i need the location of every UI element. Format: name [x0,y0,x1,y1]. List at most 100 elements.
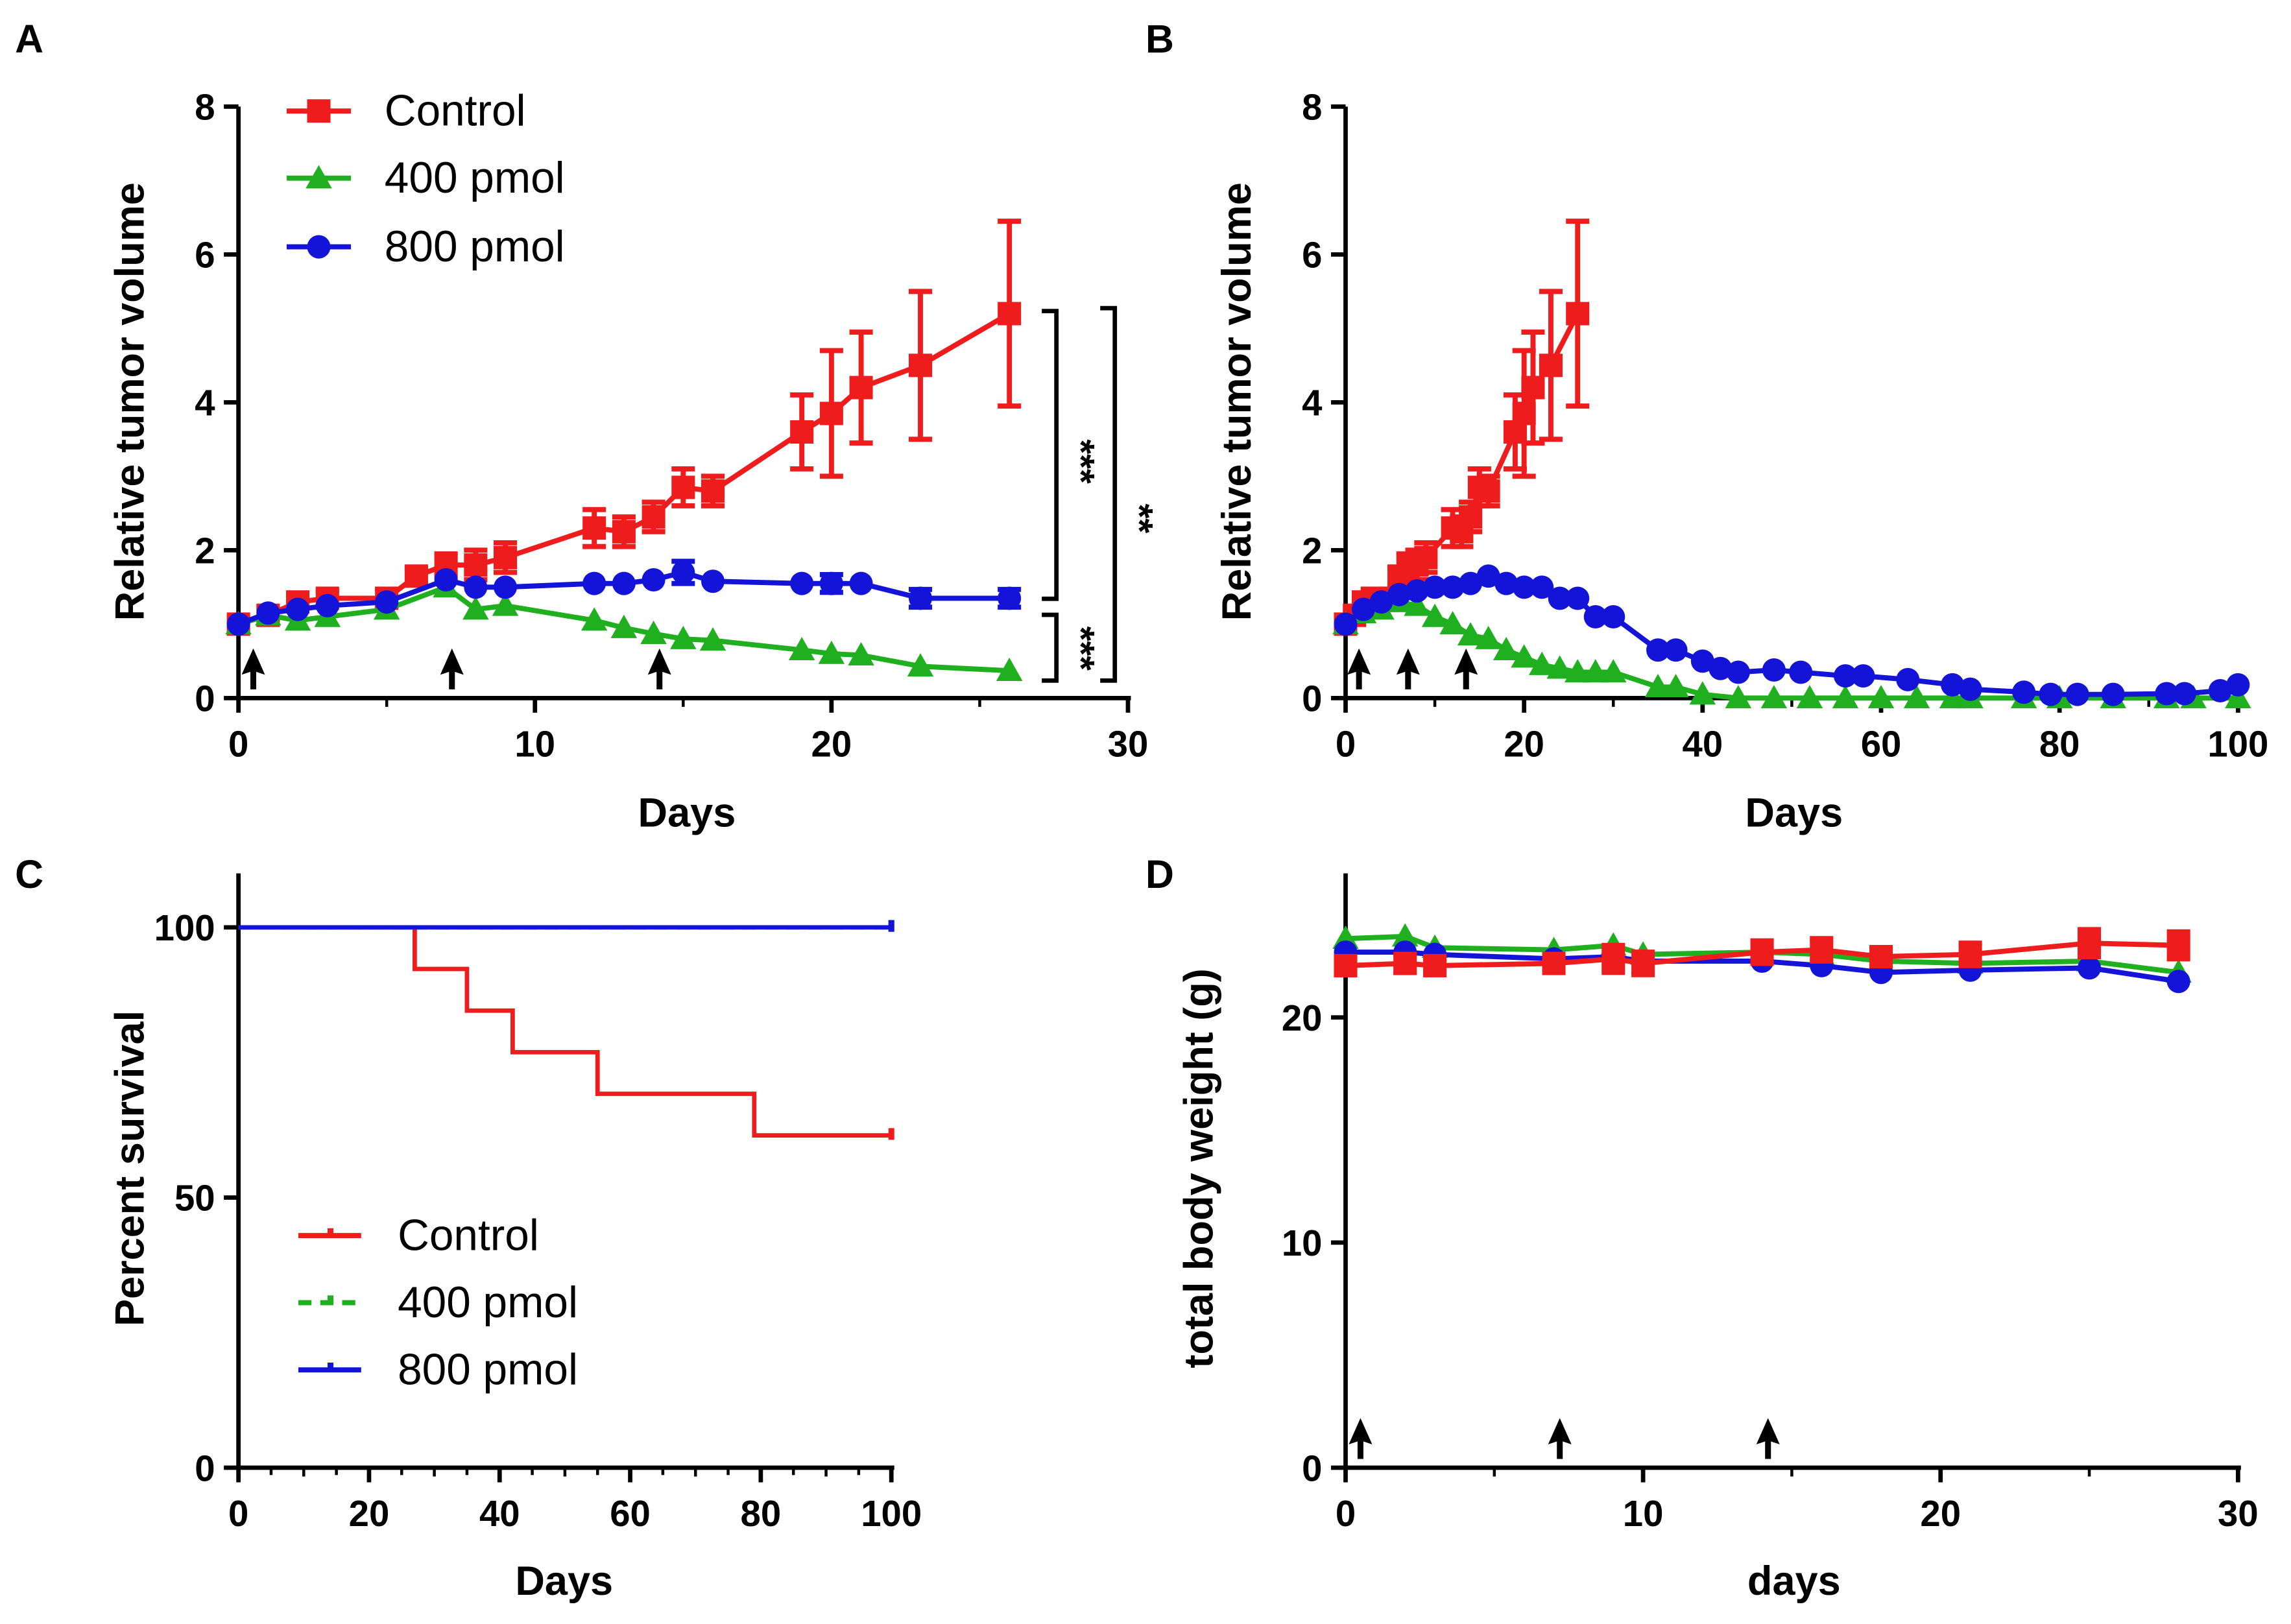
b-800-pmol-point [2155,682,2179,706]
b-800-pmol-point [1851,664,1875,688]
b-400-pmol-point [1546,655,1573,679]
b-800-pmol-point [1709,656,1733,680]
a-800-pmol-point [226,612,250,636]
a-legend-marker [307,235,331,259]
b-control-point [1521,376,1545,400]
d-y-tick-label: 0 [1302,1448,1322,1488]
d-treatment-arrow-icon [1756,1418,1780,1459]
a-x-tick-label: 30 [1108,723,1149,764]
b-treatment-arrow-icon [1396,648,1420,689]
b-800-pmol-point [1334,612,1358,636]
b-x-tick-label: 60 [1861,723,1902,764]
b-800-pmol-point [1789,660,1813,684]
a-control-point [612,519,636,543]
b-800-pmol-point [1459,571,1483,595]
b-800-pmol-point [1646,638,1670,662]
b-800-pmol-point [1896,667,1920,691]
a-xlabel: Days [638,791,736,836]
b-400-pmol-point [1421,603,1448,627]
a-control-point [671,475,695,499]
a-800-pmol-point [819,571,843,595]
b-control-point [1476,479,1500,503]
a-legend-400: 400 pmol [385,154,565,202]
b-800-pmol-point [1664,638,1688,662]
d-treatment-arrow-icon [1548,1418,1572,1459]
b-y-tick-label: 6 [1302,235,1322,276]
sig-control-vs-400: ** [1118,504,1160,534]
a-control-point [849,376,873,400]
b-400-pmol-point [1644,673,1672,698]
c-legend-400: 400 pmol [398,1278,578,1327]
b-800-pmol-point [1601,604,1625,628]
c-y-tick-label: 100 [154,907,215,948]
a-800-pmol-point [998,586,1022,610]
c-x-tick-label: 20 [349,1493,390,1534]
d-control-point [1631,951,1655,975]
a-400-pmol-point [581,607,608,631]
b-800-pmol-point [1566,586,1590,610]
a-control-point [998,302,1022,326]
a-x-tick-label: 0 [228,723,248,764]
b-400-pmol-point [1796,685,1823,709]
d-control-point [1869,945,1893,969]
a-control-point [464,553,488,577]
a-control-point [908,353,933,377]
b-400-pmol-point [1511,644,1537,668]
d-control-point [1958,942,1982,966]
c-x-tick-label: 80 [741,1493,782,1534]
a-800-pmol-point [701,569,725,593]
c-y-tick-label: 0 [195,1448,215,1488]
b-400-pmol-line [1344,599,2238,701]
a-800-pmol-point [286,597,310,621]
a-y-tick-label: 2 [195,531,215,571]
c-y-tick-label: 50 [174,1178,215,1219]
sig-control-vs-800: *** [1060,439,1102,484]
c-legend-800: 800 pmol [398,1346,578,1394]
b-400-pmol-point [2225,685,2251,709]
a-legend-marker [307,99,331,123]
d-control-point [1542,951,1566,975]
b-x-tick-label: 100 [2207,723,2268,764]
b-control-point [1414,545,1438,569]
b-800-pmol-point [2208,678,2232,702]
d-ylabel: total body weight (g) [1177,968,1222,1368]
b-800-pmol-point [1762,658,1786,682]
d-x-tick-label: 20 [1920,1493,1961,1534]
a-800-pmol-point [642,567,666,591]
d-y-tick-label: 10 [1282,1223,1323,1263]
a-400-pmol-point [610,614,638,638]
d-400-pmol-point [1391,923,1419,947]
b-800-pmol-point [2172,682,2196,706]
b-800-pmol-point [1494,571,1518,595]
panel-label-a: A [15,17,43,61]
b-x-tick-label: 20 [1504,723,1544,764]
b-y-tick-label: 0 [1302,678,1322,719]
a-x-tick-label: 20 [811,723,852,764]
c-x-tick-label: 40 [479,1493,520,1534]
a-legend-800: 800 pmol [385,222,565,271]
a-control-point [582,516,606,540]
a-legend-control: Control [385,87,526,136]
d-800-pmol-point [2078,956,2102,980]
d-xlabel: days [1747,1558,1841,1604]
b-400-pmol-point [1582,659,1609,683]
b-400-pmol-point [1725,685,1752,709]
a-400-pmol-point [462,596,489,620]
a-400-pmol-point [996,657,1023,681]
b-400-pmol-point [1439,611,1466,635]
a-control-point [642,505,666,529]
b-800-pmol-point [1833,664,1857,688]
a-control-point [494,545,518,569]
d-control-point [1423,953,1447,977]
a-400-pmol-point [848,641,874,666]
a-400-pmol-point [640,620,667,644]
c-x-tick-label: 100 [861,1493,922,1534]
c-legend-control: Control [398,1212,539,1260]
a-control-point [819,401,843,425]
a-control-point [790,420,814,444]
d-800-pmol-point [2166,970,2190,994]
a-treatment-arrow-icon [241,648,265,689]
panel-label-d: D [1146,852,1174,896]
b-treatment-arrow-icon [1347,648,1371,689]
a-y-tick-label: 0 [195,678,215,719]
